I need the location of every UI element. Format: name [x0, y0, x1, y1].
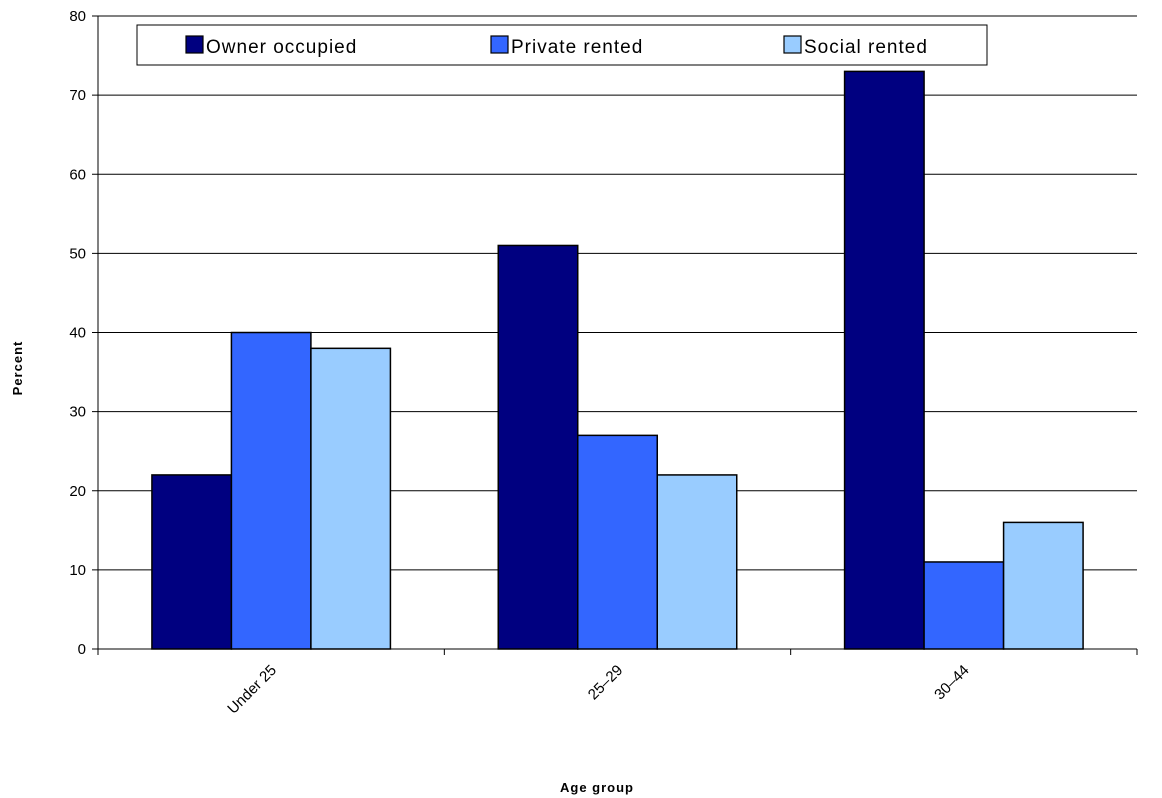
legend-box: [136, 24, 988, 66]
legend-swatch: [185, 35, 204, 54]
bar-private-rented: [230, 331, 312, 650]
bar-private-rented: [923, 561, 1005, 650]
x-tick-label: 25–29: [585, 662, 627, 704]
x-tick-label: Under 25: [224, 662, 280, 718]
bar-social-rented: [310, 347, 392, 650]
bar-social-rented: [1002, 521, 1084, 650]
bar-private-rented: [577, 434, 658, 650]
y-tick-label: 80: [69, 8, 86, 25]
y-tick-label: 40: [69, 325, 86, 342]
y-tick-label: 10: [69, 562, 86, 579]
y-tick-label: 60: [69, 166, 86, 183]
bar-owner-occupied: [151, 474, 233, 650]
y-tick-label: 70: [69, 87, 86, 104]
y-tick-label: 30: [69, 404, 86, 421]
legend-label: Social rented: [804, 37, 928, 58]
x-axis-title: Age group: [560, 780, 634, 795]
bar-owner-occupied: [497, 244, 579, 650]
bars: [151, 70, 1084, 650]
legend-swatch: [490, 35, 509, 54]
bar-owner-occupied: [843, 70, 925, 650]
legend-label: Owner occupied: [206, 37, 357, 58]
y-axis-title: Percent: [10, 341, 25, 396]
x-axis: Under 25 25–29 30–44: [97, 648, 1138, 718]
y-tick-label: 50: [69, 245, 86, 262]
bar-social-rented: [656, 474, 738, 650]
legend-label: Private rented: [511, 37, 643, 58]
legend-swatch: [783, 35, 802, 54]
y-tick-label: 20: [69, 483, 86, 500]
y-axis: 0 10 20 30 40 50 60 70 80: [69, 8, 99, 658]
x-tick-label: 30–44: [931, 662, 973, 704]
legend: Owner occupied Private rented Social rente…: [136, 24, 988, 66]
y-tick-label: 0: [78, 641, 86, 658]
